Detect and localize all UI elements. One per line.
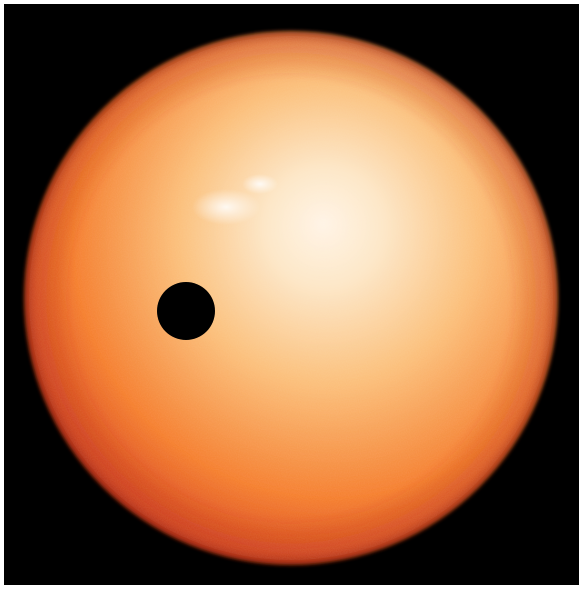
bright-active-region-small (242, 174, 278, 194)
bright-active-region (192, 189, 260, 225)
star-surface-grain (29, 36, 553, 560)
star-transit-image (4, 4, 579, 585)
transiting-planet (157, 282, 215, 340)
star-disk (25, 32, 557, 564)
space-background (4, 4, 579, 585)
